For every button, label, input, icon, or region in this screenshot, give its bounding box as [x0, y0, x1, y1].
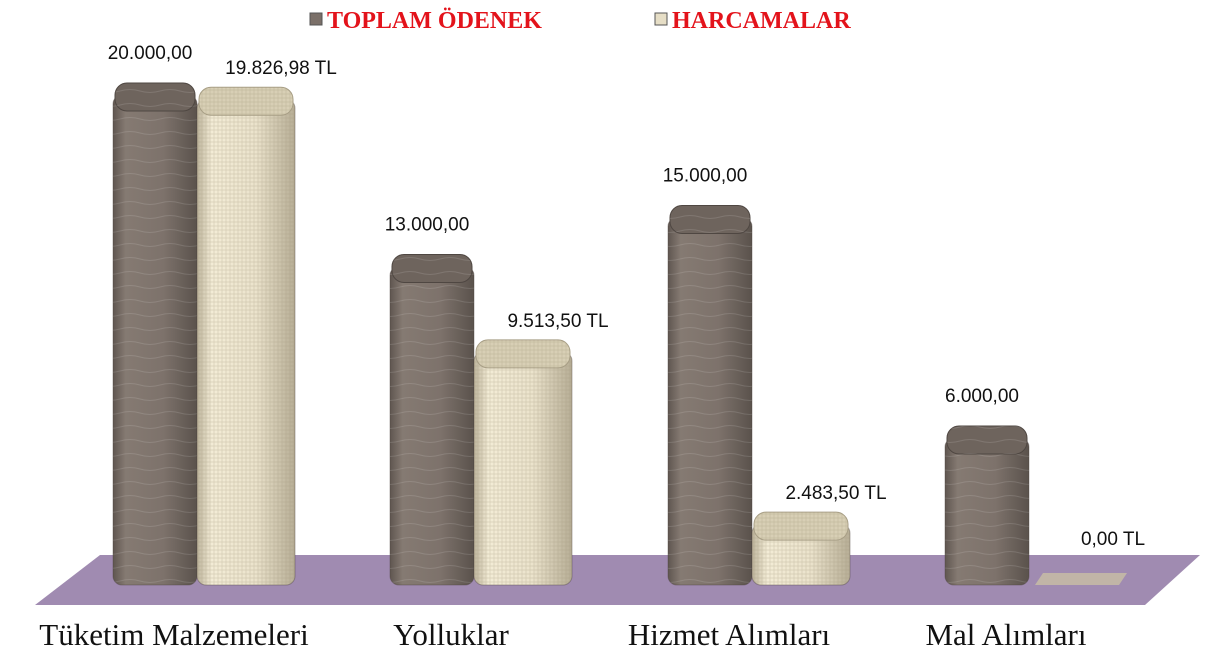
legend: TOPLAM ÖDENEK HARCAMALAR: [309, 8, 851, 34]
legend-label: TOPLAM ÖDENEK: [327, 8, 542, 34]
bar-cap-texture: [754, 512, 848, 541]
bar-texture: [668, 217, 752, 585]
value-label: 0,00 TL: [1081, 529, 1145, 550]
value-label: 13.000,00: [385, 215, 470, 236]
legend-label: HARCAMALAR: [672, 8, 851, 34]
x-tick-label: Mal Alımları: [925, 617, 1086, 652]
x-tick-label: Tüketim Malzemeleri: [39, 617, 309, 652]
x-tick-label: Yolluklar: [393, 617, 509, 652]
value-label: 15.000,00: [663, 166, 748, 187]
x-tick-label: Hizmet Alımları: [628, 617, 831, 652]
bar-cap-texture: [947, 426, 1027, 454]
bar-cap-texture: [476, 339, 570, 368]
bar-cap-texture: [115, 83, 195, 111]
floor: [35, 555, 1200, 605]
bar-texture: [390, 266, 474, 585]
legend-swatch: [309, 12, 323, 26]
bar-flat: [1035, 573, 1127, 585]
bar-cap-texture: [199, 87, 293, 116]
bar-texture: [474, 351, 572, 585]
value-label: 2.483,50 TL: [785, 483, 886, 504]
bar-texture: [197, 99, 295, 586]
value-label: 20.000,00: [108, 43, 193, 64]
value-label: 19.826,98 TL: [225, 58, 337, 79]
value-label: 6.000,00: [945, 386, 1019, 407]
value-label: 9.513,50 TL: [507, 311, 608, 332]
bar-cap-texture: [392, 254, 472, 283]
bar-texture: [945, 438, 1029, 585]
bar-cap-texture: [670, 205, 750, 234]
plot-area: 20.000,00 19.826,98 TL Tüketim Malzemeleri…: [39, 43, 1145, 652]
legend-swatch: [654, 12, 668, 26]
bar-texture: [113, 95, 197, 585]
